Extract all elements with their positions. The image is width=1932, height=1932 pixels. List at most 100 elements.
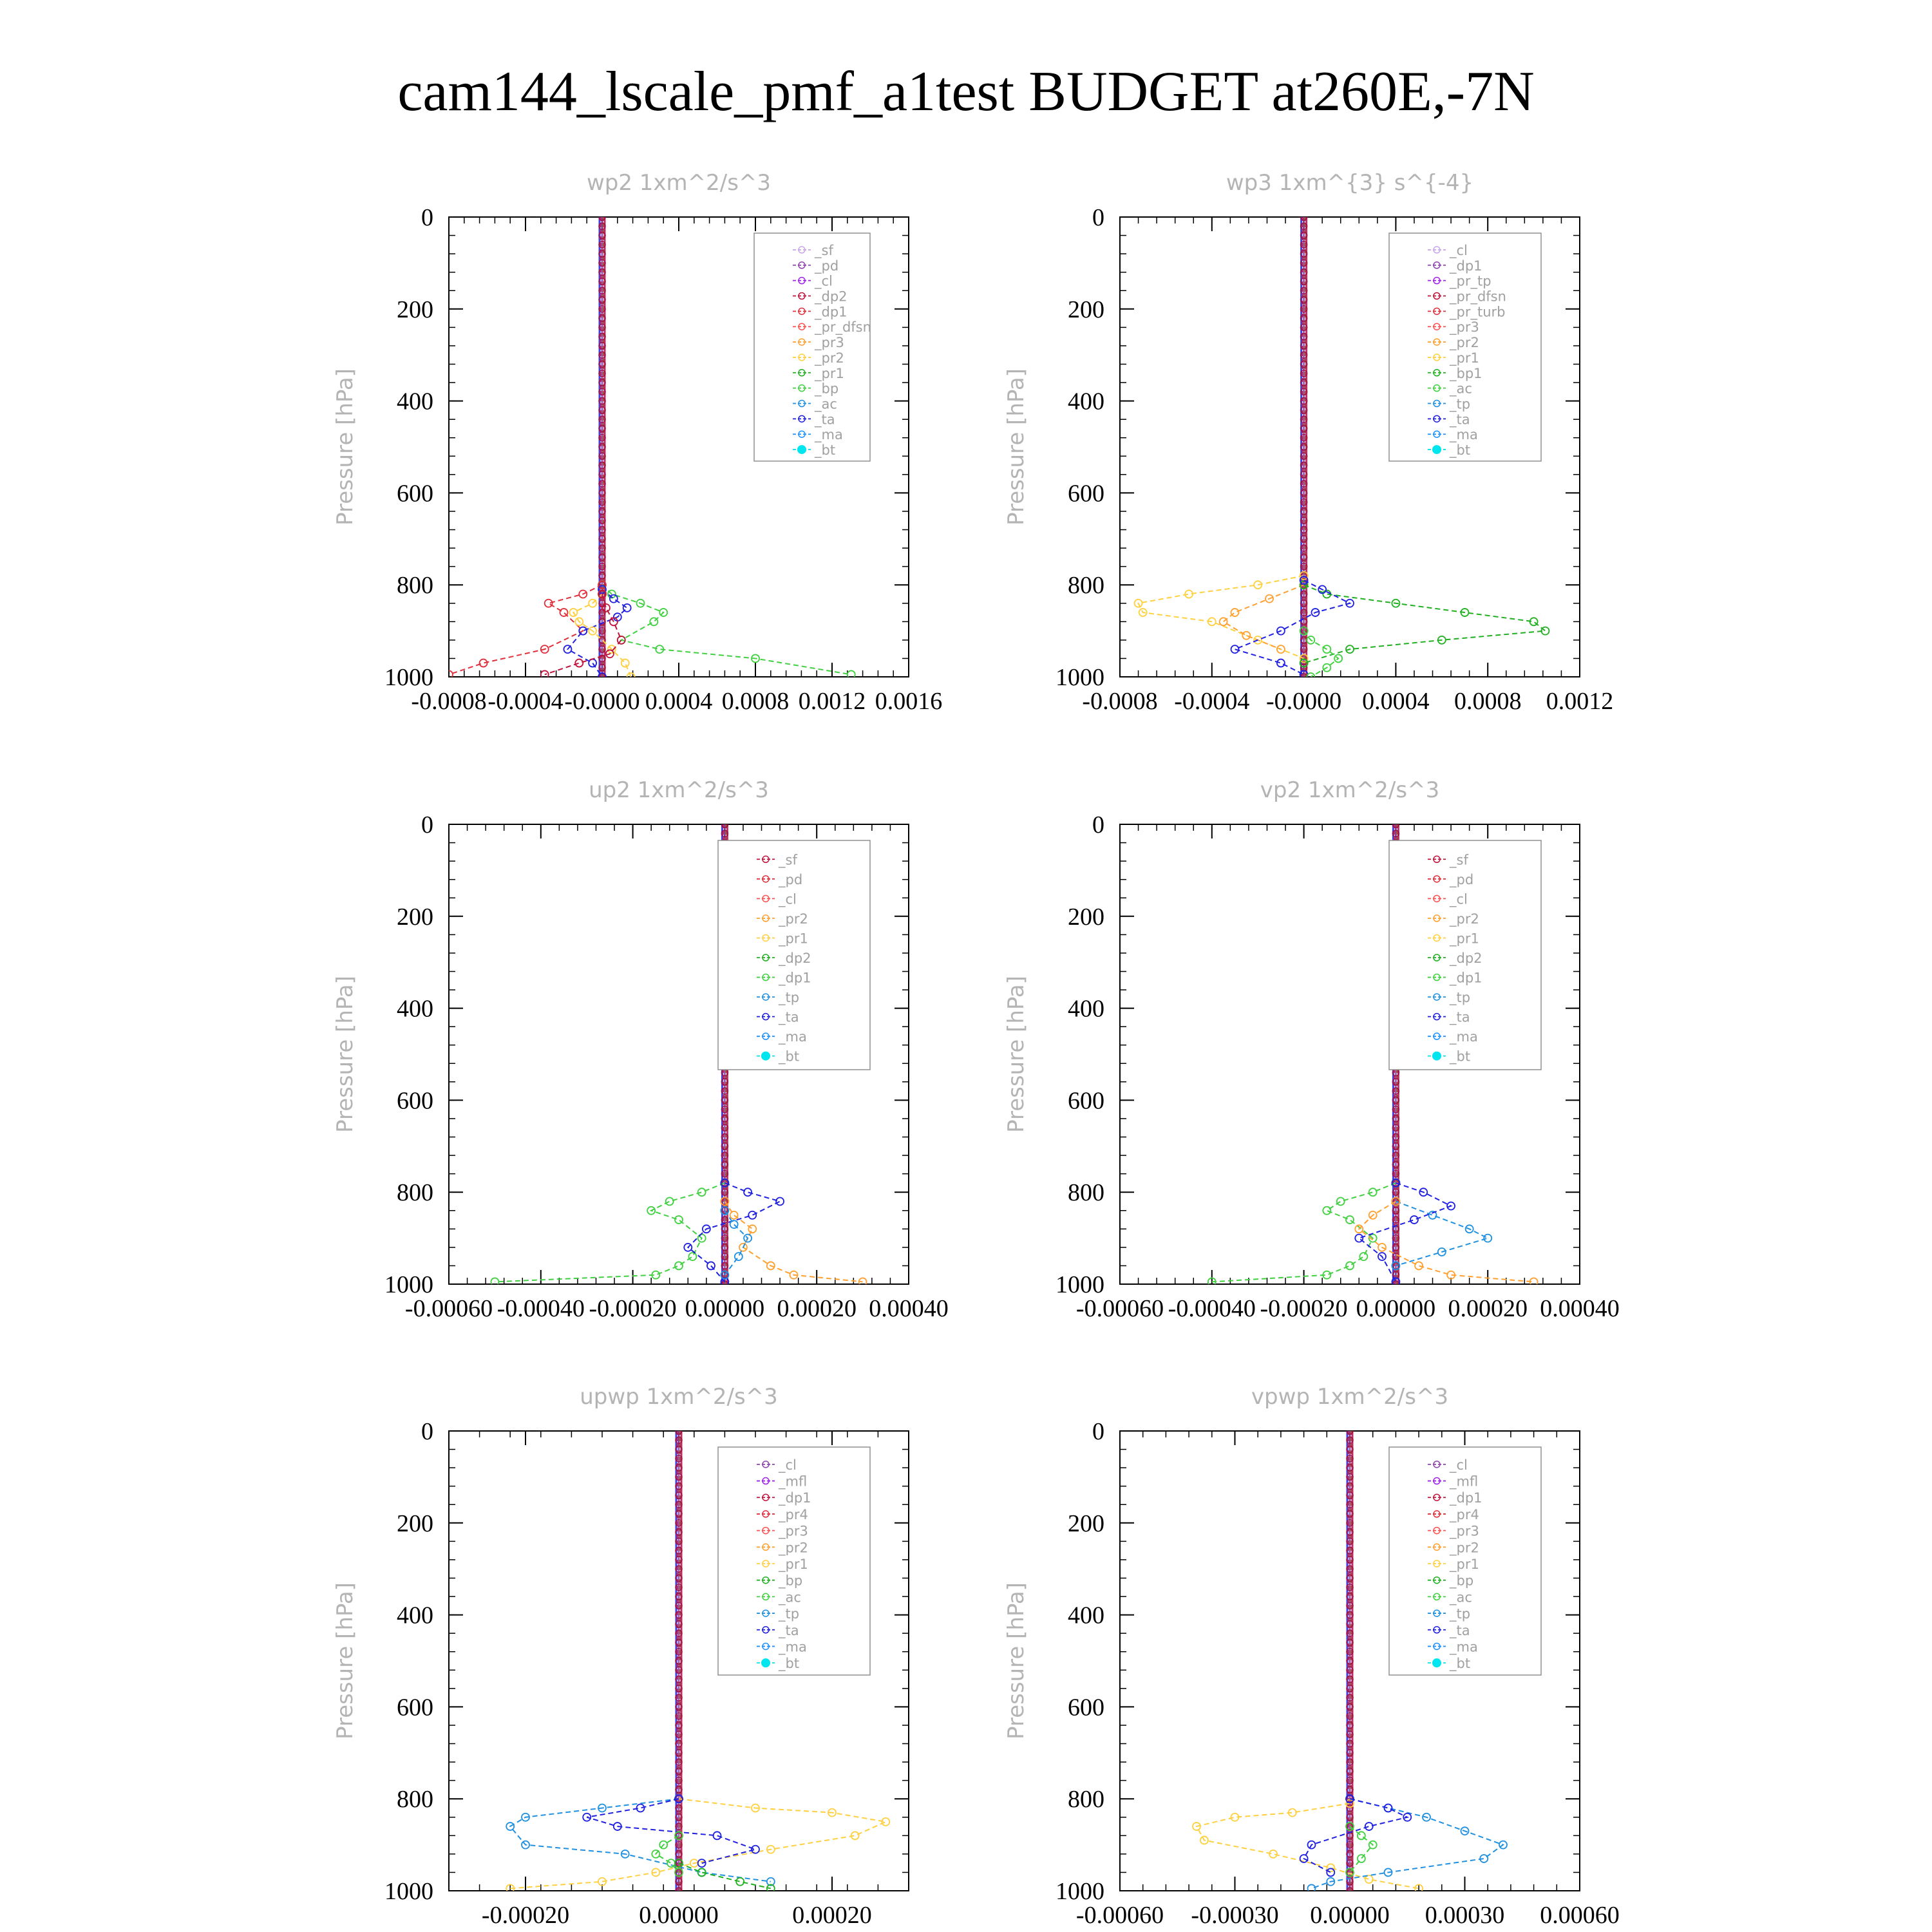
zero-line-marker	[1300, 627, 1308, 635]
legend-swatch-marker	[798, 307, 806, 316]
series-point	[636, 598, 645, 608]
x-tick-label: 0.0012	[1546, 688, 1614, 715]
series-point	[1391, 1277, 1401, 1284]
series-line	[1303, 630, 1340, 677]
y-tick-label: 0	[421, 811, 433, 838]
zero-line-marker	[721, 1160, 729, 1169]
y-tick-label: 0	[1092, 1418, 1104, 1445]
zero-line-marker	[1392, 1142, 1400, 1150]
series-line	[1303, 1798, 1410, 1873]
legend-label: _bt	[1449, 1656, 1470, 1672]
legend-label: _pr1	[778, 931, 808, 947]
plot-area	[506, 1431, 891, 1891]
series-point	[766, 1884, 775, 1891]
legend-label: _dp1	[1449, 971, 1482, 987]
zero-line-marker	[1300, 388, 1308, 396]
legend-label: _dp1	[814, 304, 848, 320]
series-point	[743, 1233, 752, 1243]
zero-line-marker	[675, 1666, 683, 1674]
legend-swatch-marker	[1433, 354, 1441, 361]
zero-line-marker	[721, 1207, 729, 1215]
legend-label: _pr2	[1449, 911, 1479, 927]
zero-line-marker	[721, 1133, 729, 1141]
legend-swatch-marker	[1433, 875, 1441, 883]
legend-swatch-marker	[762, 914, 770, 922]
legend-label: _pr_turb	[1449, 304, 1505, 320]
legend-label: _mfl	[778, 1474, 807, 1490]
series-point	[1200, 1835, 1209, 1845]
series-point	[1287, 1808, 1297, 1817]
zero-line-marker	[1346, 1556, 1354, 1564]
series-point	[588, 626, 598, 636]
series-point	[559, 608, 569, 617]
panel-title: vp2 1xm^2/s^3	[1260, 777, 1439, 803]
zero-line-marker	[675, 1657, 683, 1665]
zero-line-marker	[721, 1087, 729, 1095]
series-point	[574, 617, 584, 627]
zero-line-marker	[1346, 1657, 1354, 1665]
series-point	[720, 1206, 730, 1215]
legend-label: _ma	[778, 1639, 807, 1655]
series-point	[683, 1242, 693, 1252]
legend-box	[717, 840, 871, 1070]
legend-swatch-marker	[798, 430, 806, 438]
legend-swatch-marker	[797, 445, 806, 455]
x-tick-label: 0.0008	[1454, 688, 1522, 715]
zero-line-marker	[1300, 480, 1308, 488]
series-point	[720, 1179, 730, 1188]
series-point	[1446, 1201, 1455, 1211]
y-axis-label: Pressure [hPa]	[1003, 976, 1029, 1133]
series-line	[601, 584, 851, 676]
series-point	[775, 1197, 784, 1206]
zero-line-marker	[1392, 824, 1400, 828]
legend-box	[1388, 232, 1542, 462]
zero-line-marker	[598, 388, 606, 396]
series-point	[1368, 1233, 1378, 1243]
series-line	[1195, 1803, 1419, 1889]
x-tick-label: 0.00040	[869, 1295, 949, 1322]
zero-line-marker	[1392, 1207, 1400, 1215]
zero-line-marker	[675, 1436, 683, 1444]
y-tick-label: 0	[421, 204, 433, 231]
legend-label: _bt	[778, 1049, 799, 1065]
series-point	[1265, 594, 1274, 603]
y-tick-label: 1000	[1056, 664, 1104, 691]
legend-label: _pr2	[1449, 1540, 1479, 1556]
series-point	[1540, 626, 1550, 636]
legend-label: _mfl	[1449, 1474, 1478, 1490]
series-point	[1383, 1868, 1393, 1877]
y-axis-label: Pressure [hPa]	[332, 368, 358, 526]
zero-line-marker	[1346, 1638, 1354, 1647]
zero-line-marker	[675, 1565, 683, 1573]
legend-swatch-marker	[762, 934, 770, 942]
series-point	[858, 1277, 867, 1284]
legend-label: _bt	[814, 442, 835, 459]
series-line	[1303, 584, 1548, 664]
zero-line-marker	[1392, 1133, 1400, 1141]
zero-line-marker	[1392, 1280, 1400, 1284]
zero-line-marker	[1346, 1712, 1354, 1720]
x-tick-label: -0.00020	[1260, 1295, 1348, 1322]
series-point	[1414, 1884, 1423, 1891]
series-point	[609, 594, 618, 603]
series-line	[566, 589, 629, 677]
series-point	[1460, 608, 1470, 617]
zero-line-marker	[1346, 1868, 1354, 1877]
series-point	[655, 645, 665, 654]
zero-line-marker	[675, 1712, 683, 1720]
series-point	[449, 670, 453, 677]
zero-line-marker	[1392, 1262, 1400, 1270]
series-point	[506, 1884, 515, 1891]
series-point	[1364, 1822, 1374, 1831]
zero-line-marker	[1346, 1666, 1354, 1674]
legend-label: _dp1	[1449, 258, 1482, 274]
zero-line-marker	[721, 1151, 729, 1159]
series-point	[598, 1803, 607, 1813]
legend-swatch-marker	[1432, 1051, 1441, 1061]
legend-swatch-marker	[798, 246, 806, 254]
x-tick-label: -0.00060	[405, 1295, 493, 1322]
series-point	[697, 1188, 706, 1197]
y-tick-label: 800	[1068, 572, 1104, 599]
